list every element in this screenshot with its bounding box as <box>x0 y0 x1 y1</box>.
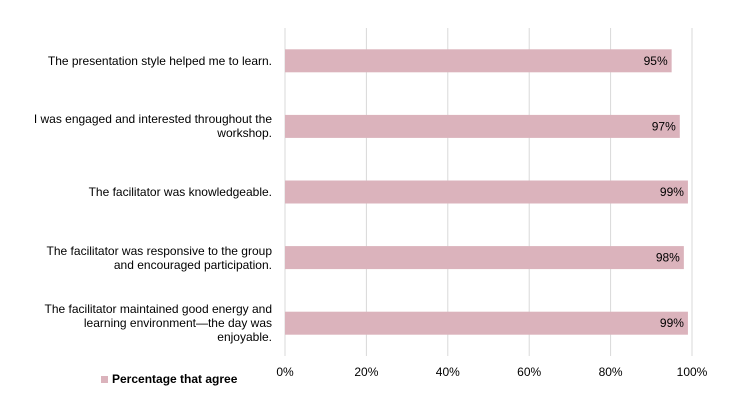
category-label-line: learning environment—the day was <box>83 316 272 331</box>
legend: Percentage that agree <box>101 372 237 386</box>
bar <box>285 246 684 270</box>
category-label-line: The facilitator was knowledgeable. <box>88 185 272 199</box>
x-tick-label: 20% <box>354 365 378 379</box>
bar <box>285 311 688 335</box>
bar <box>285 180 688 204</box>
x-tick-label: 60% <box>517 365 541 379</box>
x-tick-label: 80% <box>599 365 623 379</box>
data-label: 95% <box>644 54 668 68</box>
category-label: The facilitator maintained good energy a… <box>10 302 272 344</box>
category-label-line: I was engaged and interested throughout … <box>33 112 272 127</box>
x-tick-label: 100% <box>677 365 708 379</box>
category-label-line: The facilitator maintained good energy a… <box>44 302 272 317</box>
category-label: The facilitator was responsive to the gr… <box>10 244 272 272</box>
data-label: 99% <box>660 185 684 199</box>
data-label: 97% <box>652 119 676 133</box>
category-label-line: and encouraged participation. <box>113 257 272 272</box>
legend-label: Percentage that agree <box>112 372 238 386</box>
data-label: 99% <box>660 316 684 330</box>
x-tick-label: 40% <box>436 365 460 379</box>
category-label-line: enjoyable. <box>217 330 272 345</box>
category-label: The facilitator was knowledgeable. <box>10 185 272 199</box>
legend-swatch <box>101 375 108 383</box>
data-label: 98% <box>656 251 680 265</box>
category-label-line: The presentation style helped me to lear… <box>47 53 272 68</box>
category-label: I was engaged and interested throughout … <box>10 112 272 140</box>
category-label: The presentation style helped me to lear… <box>10 54 272 68</box>
category-label-line: The facilitator was responsive to the gr… <box>46 243 272 258</box>
x-tick-label: 0% <box>276 365 294 379</box>
category-label-line: workshop. <box>217 126 272 141</box>
bar <box>285 49 672 73</box>
bar <box>285 114 680 138</box>
